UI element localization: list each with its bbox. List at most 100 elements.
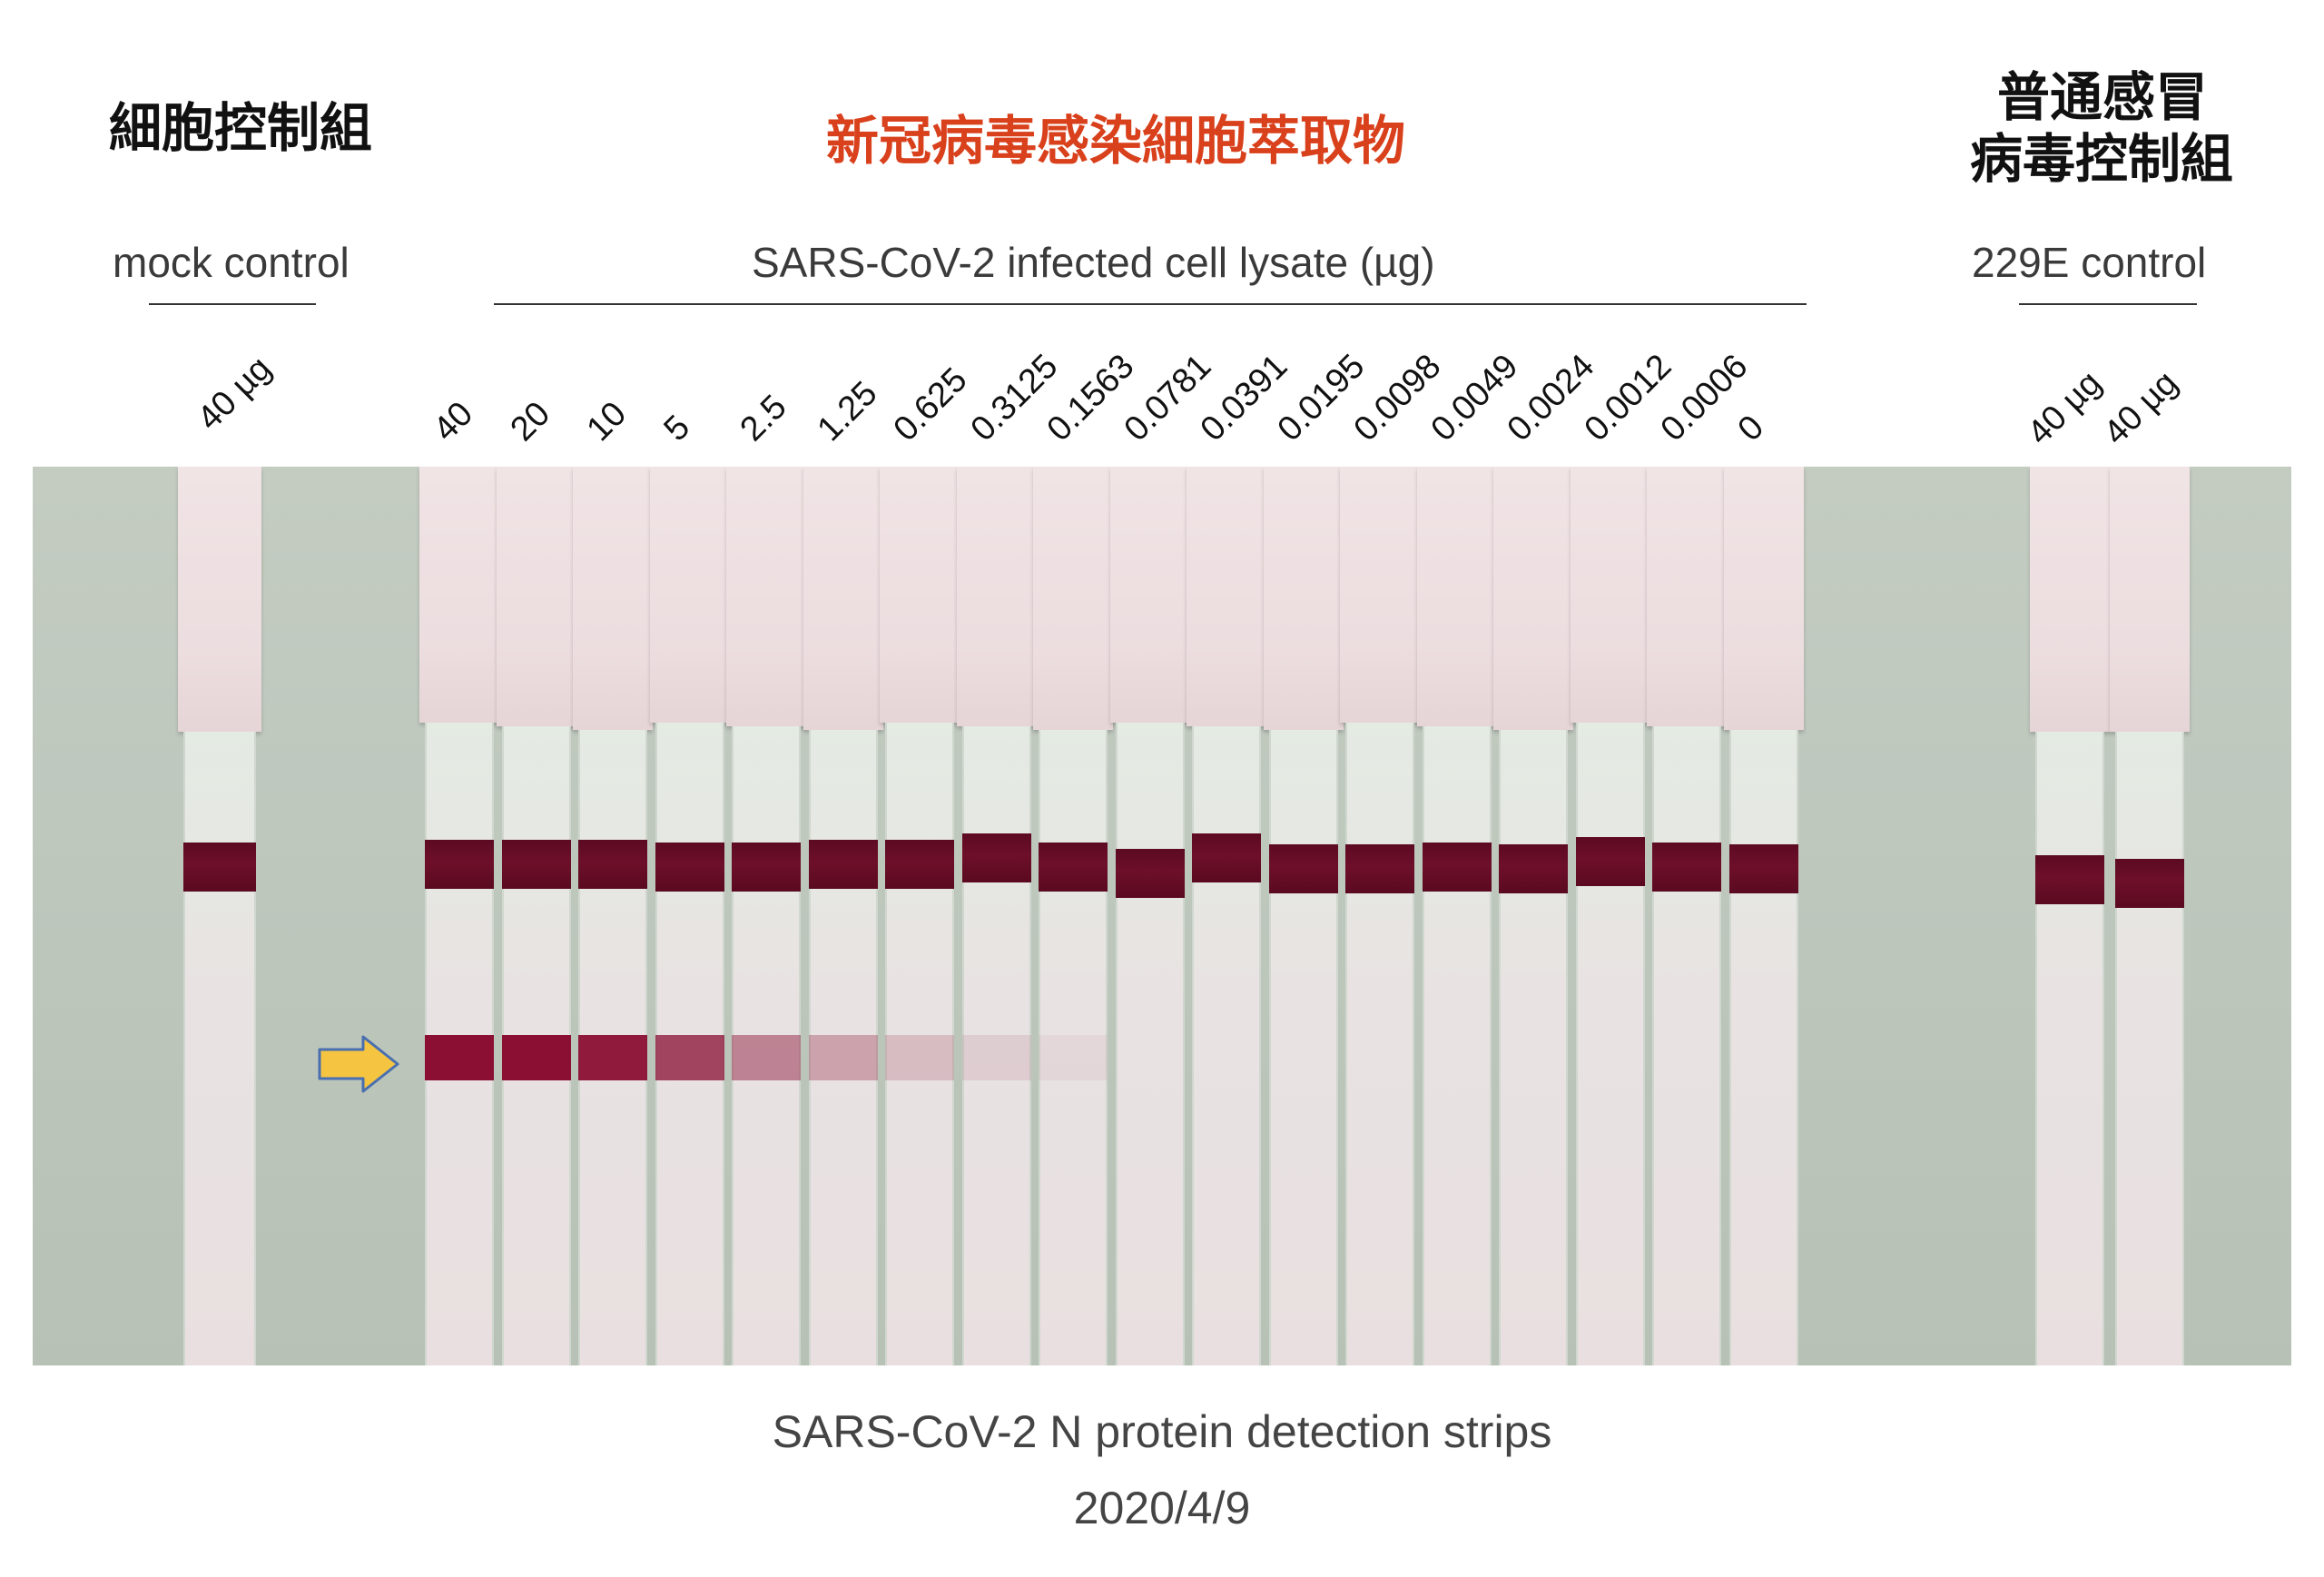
- control-line: [2115, 859, 2184, 908]
- yellow-right-arrow-icon: [318, 1035, 399, 1093]
- infected-strip: [880, 467, 960, 1365]
- control-line: [501, 840, 571, 889]
- test-line: [1039, 1035, 1108, 1080]
- strip-body: [2115, 732, 2184, 1365]
- infected-strip: [1263, 467, 1344, 1365]
- control-line: [1345, 844, 1414, 893]
- control-line: [1192, 833, 1261, 882]
- control-line: [732, 843, 801, 892]
- strip-cap: [1187, 467, 1266, 726]
- infected-lane-label: 1.25: [810, 374, 885, 449]
- test-line: [961, 1035, 1031, 1080]
- strip-cap: [2110, 467, 2190, 732]
- strip-cap: [1493, 467, 1573, 730]
- strip-cap: [649, 467, 730, 723]
- control-line: [1728, 844, 1798, 893]
- infected-strip: [803, 467, 883, 1365]
- ctrl229e-underline: [2019, 303, 2197, 305]
- strip-body: [885, 723, 954, 1365]
- infected-underline: [494, 303, 1807, 305]
- infected-lane-label: 0: [1730, 408, 1771, 449]
- footer-date: 2020/4/9: [1073, 1483, 1251, 1533]
- control-line: [578, 840, 647, 889]
- ctrl229e-title-en: 229E control: [1972, 239, 2207, 286]
- infected-strip: [956, 467, 1037, 1365]
- ctrl229e-strip: [2030, 467, 2110, 1365]
- strip-body: [1575, 723, 1645, 1365]
- infected-strip: [573, 467, 653, 1365]
- infected-title-zh: 新冠病毒感染細胞萃取物: [826, 110, 1406, 172]
- infected-lane-label: 0.1563: [1039, 347, 1142, 449]
- test-line: [732, 1035, 801, 1080]
- strip-cap: [956, 467, 1037, 726]
- strip-body: [1115, 723, 1185, 1365]
- infected-strip: [1416, 467, 1497, 1365]
- control-line: [808, 840, 878, 889]
- control-line: [1422, 843, 1492, 892]
- test-line: [808, 1035, 878, 1080]
- strip-cap: [496, 467, 576, 726]
- strip-body: [1268, 730, 1338, 1365]
- strip-body: [1652, 726, 1721, 1365]
- mock-strip: [178, 467, 261, 1365]
- strip-body: [1345, 723, 1414, 1365]
- control-line: [961, 833, 1031, 882]
- strip-cap: [1723, 467, 1804, 730]
- strip-cap: [1263, 467, 1344, 730]
- strip-body: [2035, 732, 2104, 1365]
- infected-lane-label: 0.0024: [1500, 347, 1602, 449]
- control-line: [1499, 844, 1568, 893]
- strip-body: [1728, 730, 1798, 1365]
- strip-cap: [573, 467, 653, 730]
- ctrl229e-strip: [2110, 467, 2190, 1365]
- ctrl229e-title-zh-line2: 病毒控制組: [1970, 128, 2234, 190]
- mock-title-zh: 細胞控制組: [109, 97, 373, 159]
- infected-lane-label: 2.5: [733, 388, 794, 449]
- control-line: [1575, 837, 1645, 886]
- control-line: [655, 843, 724, 892]
- infected-lane-label: 20: [503, 394, 557, 449]
- strip-cap: [803, 467, 883, 730]
- strip-body: [732, 726, 801, 1365]
- infected-strip: [1493, 467, 1573, 1365]
- strip-cap: [2030, 467, 2110, 732]
- strip-body: [808, 730, 878, 1365]
- control-line: [885, 840, 954, 889]
- infected-lane-label: 0.0781: [1117, 347, 1218, 449]
- infected-title-en: SARS-CoV-2 infected cell lysate (µg): [752, 239, 1435, 286]
- test-line: [425, 1035, 494, 1080]
- test-line: [578, 1035, 647, 1080]
- test-line: [501, 1035, 571, 1080]
- strip-cap: [726, 467, 806, 726]
- infected-strip: [1187, 467, 1266, 1365]
- control-line: [425, 840, 494, 889]
- strip-body: [961, 726, 1031, 1365]
- strip-cap: [1570, 467, 1650, 723]
- control-line: [183, 843, 256, 892]
- infected-lane-label: 0.0391: [1193, 347, 1295, 449]
- strip-body: [1499, 730, 1568, 1365]
- strip-cap: [419, 467, 499, 723]
- strip-body: [1039, 730, 1108, 1365]
- ctrl229e-lane-label: 40 µg: [2020, 363, 2110, 453]
- strip-cap: [1340, 467, 1420, 723]
- strip-cap: [178, 467, 261, 732]
- infected-strip: [649, 467, 730, 1365]
- infected-lane-label: 0.0195: [1270, 347, 1372, 449]
- infected-lane-label: 0.625: [886, 360, 975, 449]
- infected-strip: [1647, 467, 1727, 1365]
- infected-strip: [726, 467, 806, 1365]
- strip-body: [183, 732, 256, 1365]
- ctrl229e-title-zh-line1: 普通感冒: [1997, 66, 2209, 128]
- ctrl229e-lane-label: 40 µg: [2096, 363, 2186, 453]
- mock-title-en: mock control: [113, 239, 350, 286]
- infected-strip: [496, 467, 576, 1365]
- strip-photo: [33, 467, 2291, 1365]
- control-line: [1115, 849, 1185, 898]
- infected-strip: [1570, 467, 1650, 1365]
- infected-strip: [1723, 467, 1804, 1365]
- infected-strip: [419, 467, 499, 1365]
- control-line: [1268, 844, 1338, 893]
- strip-cap: [1033, 467, 1113, 730]
- infected-lane-label: 0.0006: [1653, 347, 1756, 449]
